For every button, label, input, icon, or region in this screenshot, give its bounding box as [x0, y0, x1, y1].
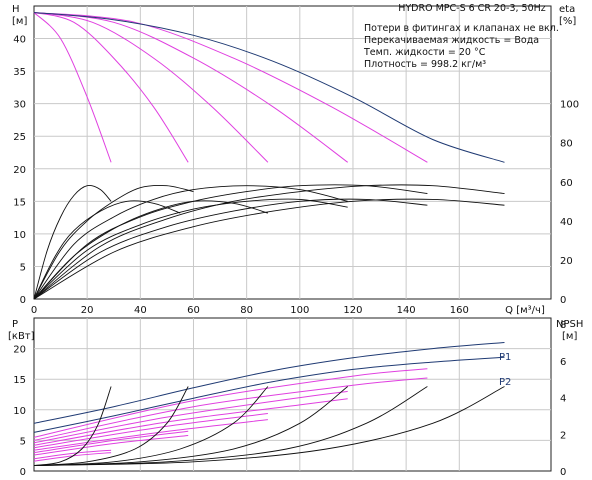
- x-tick-label: 20: [81, 305, 94, 316]
- efficiency-curve: [33, 185, 348, 300]
- power-curve-p2: [33, 356, 505, 433]
- bottom-ytick-left: 5: [20, 436, 26, 447]
- npsh-curve: [33, 386, 189, 466]
- top-ytick-left: 30: [13, 100, 26, 111]
- x-tick-label: 80: [240, 305, 253, 316]
- x-tick-label: 60: [187, 305, 200, 316]
- top-ytick-left: 35: [13, 67, 26, 78]
- note-line-3: Темп. жидкости = 20 °C: [363, 47, 486, 58]
- x-tick-label: 100: [290, 305, 309, 316]
- y-left-label-top-2: [м]: [12, 16, 27, 27]
- top-ytick-left: 0: [20, 295, 26, 306]
- power-curve-reduced: [33, 449, 112, 460]
- efficiency-curve: [33, 184, 428, 300]
- bottom-ytick-right: 8: [560, 320, 566, 331]
- note-line-1: Потери в фитингах и клапанах не вкл.: [364, 23, 559, 34]
- bottom-ytick-left: 20: [13, 345, 26, 356]
- power-curve-reduced: [33, 419, 268, 451]
- top-ytick-right: 100: [560, 100, 579, 111]
- power-curve-reduced: [33, 368, 428, 438]
- note-line-4: Плотность = 998.2 кг/м³: [364, 59, 486, 70]
- efficiency-curve: [33, 198, 348, 300]
- head-curve-reduced: [33, 12, 112, 163]
- bottom-ytick-left: 0: [20, 467, 26, 478]
- efficiency-curve: [33, 184, 505, 300]
- y-left-label-top-1: H: [12, 4, 20, 15]
- y-right-label-top-1: eta: [559, 4, 575, 15]
- series-label-p1: P1: [499, 352, 511, 363]
- y-left-label-bot-1: P: [12, 319, 18, 330]
- head-curve-reduced: [33, 12, 269, 163]
- power-curve-reduced: [33, 390, 348, 444]
- efficiency-curve: [33, 185, 112, 300]
- bottom-ytick-left: 15: [13, 375, 26, 386]
- power-curve-reduced: [33, 398, 348, 446]
- top-ytick-right: 40: [560, 217, 573, 228]
- top-ytick-right: 80: [560, 139, 573, 150]
- power-curve-reduced: [33, 435, 189, 456]
- top-ytick-right: 20: [560, 256, 573, 267]
- power-curve-reduced: [33, 430, 189, 454]
- head-curve-reduced: [33, 12, 428, 163]
- top-ytick-right: 0: [560, 295, 566, 306]
- x-tick-label: 140: [397, 305, 416, 316]
- bottom-ytick-right: 0: [560, 467, 566, 478]
- y-right-label-top-2: [%]: [559, 16, 576, 27]
- top-ytick-left: 25: [13, 132, 26, 143]
- x-axis-label: Q [м³/ч]: [505, 305, 545, 316]
- x-tick-label: 160: [450, 305, 469, 316]
- chart-title: HYDRO MPC-S 6 CR 20-3, 50Hz: [398, 3, 546, 14]
- x-tick-label: 0: [31, 305, 37, 316]
- note-line-2: Перекачиваемая жидкость = Вода: [364, 35, 539, 46]
- bottom-ytick-right: 4: [560, 394, 566, 405]
- power-curve-reduced: [33, 413, 268, 449]
- y-right-label-bot-1: NPSH: [556, 319, 583, 330]
- npsh-curve: [33, 386, 112, 466]
- efficiency-curve: [33, 184, 194, 300]
- top-plot-frame: [33, 5, 552, 300]
- top-ytick-left: 20: [13, 165, 26, 176]
- efficiency-curve: [33, 198, 428, 300]
- top-ytick-left: 5: [20, 262, 26, 273]
- efficiency-curve: [33, 198, 505, 300]
- top-ytick-left: 10: [13, 230, 26, 241]
- y-left-label-bot-2: [кВт]: [8, 331, 35, 342]
- x-tick-label: 40: [134, 305, 147, 316]
- top-ytick-left: 15: [13, 197, 26, 208]
- head-curve-reduced: [33, 12, 189, 163]
- power-curve-reduced: [33, 377, 428, 441]
- x-tick-label: 120: [343, 305, 362, 316]
- bottom-plot-frame: [33, 317, 552, 472]
- bottom-ytick-right: 2: [560, 430, 566, 441]
- npsh-curve: [33, 386, 505, 466]
- efficiency-curve: [33, 200, 181, 300]
- bottom-ytick-right: 6: [560, 357, 566, 368]
- bottom-ytick-left: 10: [13, 406, 26, 417]
- power-curve-p1: [33, 342, 505, 424]
- top-ytick-left: 40: [13, 35, 26, 46]
- top-ytick-right: 60: [560, 178, 573, 189]
- series-label-p2: P2: [499, 377, 511, 388]
- head-curve-reduced: [33, 12, 349, 163]
- y-right-label-bot-2: [м]: [562, 331, 577, 342]
- head-curve-full: [33, 12, 505, 163]
- npsh-curve: [33, 386, 269, 466]
